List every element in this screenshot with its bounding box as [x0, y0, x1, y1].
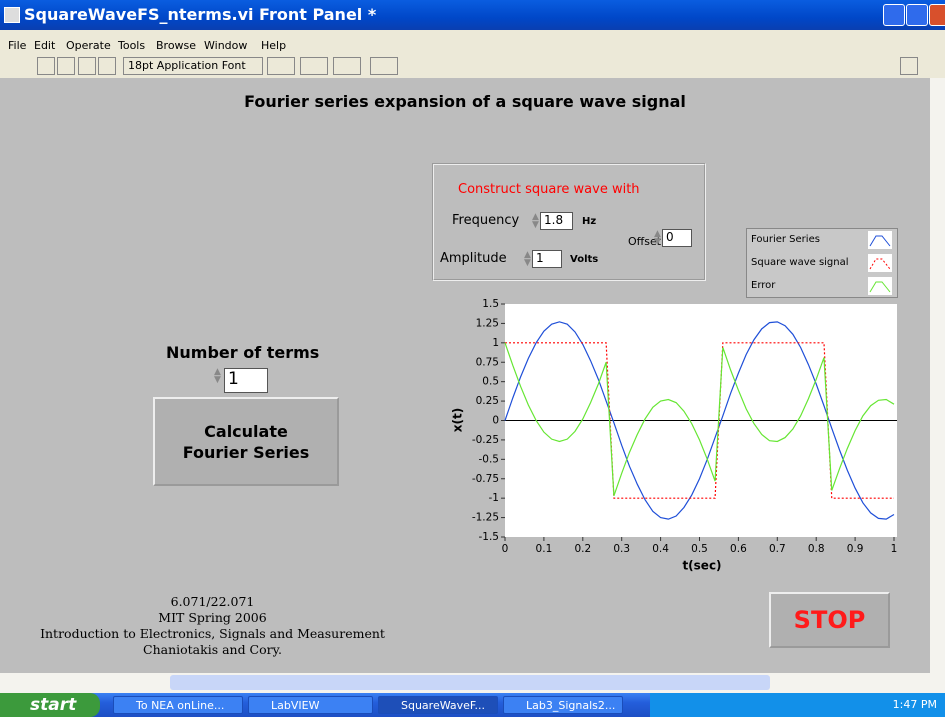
legend: Fourier Series Square wave signal Error [746, 228, 898, 298]
task-button[interactable]: SquareWaveF... [378, 696, 498, 714]
button-label: Calculate [155, 421, 337, 442]
x-tick-label: 0 [502, 543, 509, 555]
footer: 6.071/22.071 MIT Spring 2006 Introductio… [0, 594, 425, 658]
resize-button[interactable] [333, 57, 361, 75]
offset-input[interactable]: 0 [662, 229, 692, 247]
spinner[interactable]: ▲▼ [524, 251, 532, 267]
y-tick-label: 1.5 [482, 298, 499, 310]
amplitude-label: Amplitude [440, 251, 507, 266]
y-tick-label: -1 [489, 492, 499, 504]
task-button[interactable]: To NEA onLine... [113, 696, 243, 714]
legend-label: Square wave signal [751, 254, 849, 272]
legend-label: Fourier Series [751, 231, 820, 249]
legend-swatch [868, 231, 892, 249]
x-tick-label: 0.6 [730, 543, 747, 555]
task-button[interactable]: Lab3_Signals2... [503, 696, 623, 714]
y-tick-label: -0.5 [479, 453, 500, 465]
taskbar: start To NEA onLine... LabVIEW SquareWav… [0, 693, 945, 717]
y-tick-label: -1.25 [472, 512, 499, 524]
system-tray: 1:47 PM [650, 693, 945, 717]
font-selector[interactable]: 18pt Application Font [123, 57, 263, 75]
abort-button[interactable] [78, 57, 96, 75]
x-tick-label: 0.9 [847, 543, 864, 555]
button-label: Fourier Series [155, 442, 337, 463]
screen: SquareWaveFS_nterms.vi Front Panel * Fil… [0, 0, 945, 717]
y-tick-label: 1 [492, 337, 499, 349]
y-tick-label: -1.5 [479, 531, 500, 543]
legend-icon [870, 259, 890, 269]
x-tick-label: 0.3 [613, 543, 630, 555]
x-tick-label: 0.5 [691, 543, 708, 555]
spinner[interactable]: ▲▼ [532, 213, 540, 229]
y-tick-label: -0.75 [472, 473, 499, 485]
amplitude-input[interactable]: 1 [532, 250, 562, 268]
legend-swatch [868, 254, 892, 272]
app-icon [4, 7, 20, 23]
spinner[interactable]: ▲▼ [654, 230, 662, 246]
control-box: Construct square wave with Frequency ▲▼ … [432, 163, 706, 281]
legend-label: Error [751, 277, 775, 295]
maximize-button[interactable] [906, 4, 928, 26]
terms-input[interactable]: 1 [224, 368, 268, 393]
menu-item[interactable]: Window [204, 39, 247, 52]
close-button[interactable] [929, 4, 945, 26]
calculate-button[interactable]: Calculate Fourier Series [153, 397, 339, 486]
clock: 1:47 PM [893, 698, 937, 711]
footer-line: Chaniotakis and Cory. [0, 642, 425, 658]
x-axis-label: t(sec) [682, 559, 721, 573]
footer-line: MIT Spring 2006 [0, 610, 425, 626]
legend-icon [870, 282, 890, 292]
menu-item[interactable]: Tools [118, 39, 145, 52]
footer-line: Introduction to Electronics, Signals and… [0, 626, 425, 642]
start-button[interactable]: start [0, 693, 100, 717]
menu-item[interactable]: Help [261, 39, 286, 52]
pause-button[interactable] [98, 57, 116, 75]
y-tick-label: 1.25 [476, 317, 499, 329]
chart: t(sec) x(t) 1.5 1.25 1 0.75 0.5 0.25 0 -0.25 -0.… [440, 295, 910, 585]
x-tick-label: 0.7 [769, 543, 786, 555]
align-button[interactable] [267, 57, 295, 75]
horizontal-scrollbar[interactable] [0, 673, 945, 693]
terms-label: Number of terms [166, 343, 319, 362]
x-tick-label: 1 [891, 543, 898, 555]
menu-item[interactable]: Edit [34, 39, 55, 52]
legend-icon [870, 236, 890, 246]
legend-swatch [868, 277, 892, 295]
help-button[interactable] [900, 57, 918, 75]
x-tick-label: 0.2 [574, 543, 591, 555]
reorder-button[interactable] [370, 57, 398, 75]
run-button[interactable] [37, 57, 55, 75]
spinner[interactable]: ▲▼ [214, 368, 222, 384]
frequency-label: Frequency [452, 213, 519, 228]
task-button[interactable]: LabVIEW [248, 696, 373, 714]
menu-item[interactable]: Operate [66, 39, 111, 52]
distribute-button[interactable] [300, 57, 328, 75]
run-continuous-button[interactable] [57, 57, 75, 75]
y-axis-label: x(t) [451, 408, 465, 432]
y-tick-label: 0 [492, 415, 499, 427]
y-tick-label: 0.75 [476, 356, 499, 368]
minimize-button[interactable] [883, 4, 905, 26]
x-tick-label: 0.4 [652, 543, 669, 555]
scroll-thumb[interactable] [170, 675, 770, 690]
x-tick-label: 0.8 [808, 543, 825, 555]
y-tick-label: -0.25 [472, 434, 499, 446]
footer-line: 6.071/22.071 [0, 594, 425, 610]
stop-button[interactable]: STOP [769, 592, 890, 648]
amplitude-unit: Volts [570, 254, 598, 265]
menu-item[interactable]: File [8, 39, 26, 52]
menu-item[interactable]: Browse [156, 39, 196, 52]
control-box-title: Construct square wave with [458, 182, 640, 197]
vertical-scrollbar[interactable] [930, 78, 945, 673]
front-panel: Fourier series expansion of a square wav… [0, 78, 930, 673]
y-tick-label: 0.5 [482, 376, 499, 388]
frequency-input[interactable]: 1.8 [540, 212, 573, 230]
panel-heading: Fourier series expansion of a square wav… [0, 92, 930, 111]
menu-bar: File Edit Operate Tools Browse Window He… [0, 30, 945, 78]
frequency-unit: Hz [582, 216, 596, 227]
y-tick-label: 0.25 [476, 395, 499, 407]
title-bar: SquareWaveFS_nterms.vi Front Panel * [0, 0, 945, 30]
x-tick-label: 0.1 [536, 543, 553, 555]
window-title: SquareWaveFS_nterms.vi Front Panel * [24, 5, 376, 24]
